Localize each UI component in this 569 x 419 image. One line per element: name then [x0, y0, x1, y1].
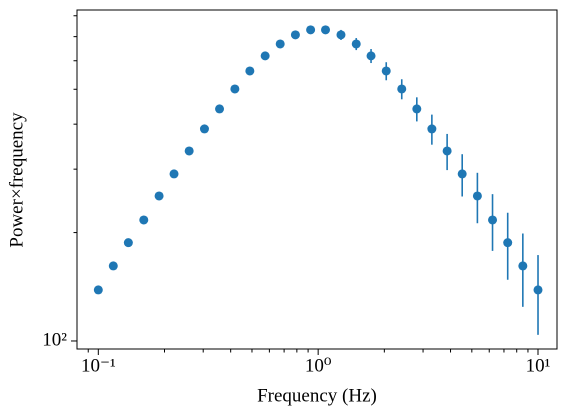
data-point	[366, 51, 376, 61]
data-point	[260, 51, 270, 61]
data-point	[381, 66, 391, 76]
data-point	[123, 238, 133, 248]
data-point	[184, 146, 194, 156]
data-point	[472, 191, 482, 201]
data-point	[306, 25, 316, 35]
data-point	[290, 30, 300, 40]
data-point	[108, 261, 118, 271]
data-point	[412, 104, 422, 114]
data-point	[518, 261, 528, 271]
data-point	[321, 25, 331, 35]
data-point	[169, 169, 179, 179]
x-tick-label: 10¹	[526, 355, 551, 376]
data-point	[230, 84, 240, 94]
y-axis-label: Power×frequency	[6, 112, 27, 248]
data-point	[442, 146, 452, 156]
data-point	[154, 191, 164, 201]
data-point	[488, 215, 498, 225]
y-tick-label: 10²	[42, 329, 67, 350]
data-point	[533, 285, 543, 295]
data-point	[457, 169, 467, 179]
x-tick-label: 10⁰	[305, 355, 332, 376]
data-point	[93, 285, 103, 295]
data-point	[427, 124, 437, 134]
data-point	[245, 66, 255, 76]
data-point	[199, 124, 209, 134]
x-axis-label: Frequency (Hz)	[257, 385, 377, 406]
data-point	[503, 238, 513, 248]
data-point	[215, 104, 225, 114]
plot-frame	[76, 9, 558, 350]
data-point	[275, 39, 285, 49]
data-point	[351, 39, 361, 49]
data-point	[139, 215, 149, 225]
data-point	[397, 84, 407, 94]
data-point	[336, 30, 346, 40]
x-tick-label: 10⁻¹	[81, 355, 116, 376]
